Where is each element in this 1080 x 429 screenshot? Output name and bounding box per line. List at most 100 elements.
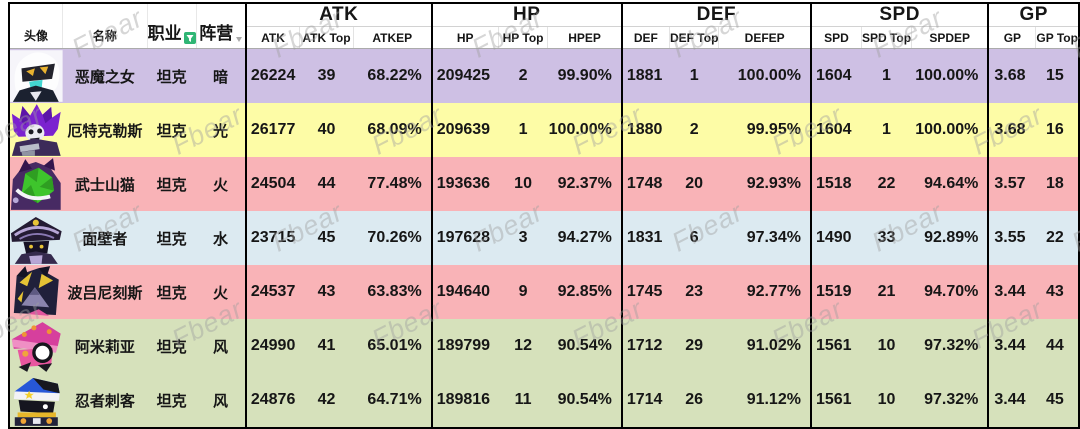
atk-top-value: 41 <box>317 337 336 354</box>
def-top-value: 6 <box>689 229 699 246</box>
col-header-def-top: DEF Top <box>668 26 719 49</box>
gp-value: 3.57 <box>987 157 1036 211</box>
hp-value: 209425 <box>430 48 499 103</box>
job-value: 坦克 <box>156 122 187 140</box>
group-header-def: DEF <box>620 3 811 27</box>
atkep-value: 70.26% <box>367 229 422 246</box>
atk-value: 26224 <box>244 48 300 103</box>
stats-table-wrap: 头像 名称 职业 阵营 ATK HP DEF SPD GP ATK ATK To… <box>8 2 1080 429</box>
faction-value: 火 <box>212 284 228 302</box>
atkep-value: 68.09% <box>367 121 422 138</box>
hp-top-value: 10 <box>514 175 532 192</box>
atkep-value: 63.83% <box>367 283 422 300</box>
atk-value: 23715 <box>244 211 300 265</box>
table-body: 恶魔之女 坦克 暗 26224 39 68.22% 209425 2 99.90… <box>9 48 1079 428</box>
faction-value: 风 <box>212 338 228 356</box>
gp-top-value: 16 <box>1046 121 1064 138</box>
table-row: 恶魔之女 坦克 暗 26224 39 68.22% 209425 2 99.90… <box>9 48 1079 104</box>
col-header-avatar-label: 头像 <box>24 29 49 43</box>
col-header-atk-value: ATK <box>244 26 300 49</box>
gp-value: 3.55 <box>987 211 1036 265</box>
col-header-job-label: 职业 <box>147 24 182 43</box>
col-header-gp-top: GP Top <box>1035 26 1079 49</box>
faction-value: 暗 <box>212 68 228 86</box>
spdep-value: 97.32% <box>924 391 979 408</box>
hp-top-value: 12 <box>514 337 532 354</box>
spdep-value: 94.64% <box>924 175 979 192</box>
avatar-cell <box>9 319 63 373</box>
col-header-spdep: SPDEP <box>911 26 989 49</box>
table-row: 阿米莉亚 坦克 风 24990 41 65.01% 189799 12 90.5… <box>9 319 1079 373</box>
def-value: 1714 <box>620 373 670 428</box>
faction-value: 火 <box>212 176 228 194</box>
hp-value: 194640 <box>430 265 499 319</box>
col-header-avatar: 头像 <box>8 3 63 49</box>
avatar <box>10 211 63 265</box>
def-top-value: 1 <box>689 67 699 84</box>
def-top-value: 23 <box>685 283 704 300</box>
def-value: 1745 <box>620 265 670 319</box>
character-name: 阿米莉亚 <box>74 338 135 356</box>
spd-top-value: 1 <box>882 67 891 84</box>
avatar <box>10 319 63 373</box>
atk-top-value: 39 <box>317 67 336 84</box>
hp-value: 193636 <box>430 157 499 211</box>
spd-top-value: 10 <box>877 391 896 408</box>
col-header-hp-top: HP Top <box>497 26 548 49</box>
hp-top-value: 11 <box>514 391 532 408</box>
character-name: 波吕尼刻斯 <box>67 284 143 302</box>
spdep-value: 100.00% <box>915 121 979 138</box>
col-header-spd-value: SPD <box>809 26 862 49</box>
hpep-value: 92.37% <box>557 175 612 192</box>
atkep-value: 68.22% <box>367 67 422 84</box>
job-value: 坦克 <box>156 176 187 194</box>
def-top-value: 29 <box>685 337 704 354</box>
def-value: 1712 <box>620 319 670 373</box>
spdep-value: 97.32% <box>924 337 979 354</box>
character-name: 武士山猫 <box>74 176 135 194</box>
spd-top-value: 33 <box>877 229 896 246</box>
hp-top-value: 3 <box>518 229 528 246</box>
gp-top-value: 22 <box>1046 229 1064 246</box>
gp-top-value: 44 <box>1046 337 1064 354</box>
atk-top-value: 42 <box>317 391 336 408</box>
hp-top-value: 1 <box>518 121 528 138</box>
atk-value: 24504 <box>244 157 300 211</box>
dropdown-marker-icon[interactable] <box>236 37 243 42</box>
gp-value: 3.44 <box>987 319 1036 373</box>
character-stats-table: 头像 名称 职业 阵营 ATK HP DEF SPD GP ATK ATK To… <box>8 2 1080 429</box>
job-value: 坦克 <box>156 392 187 410</box>
avatar <box>10 265 63 319</box>
table-row: 波吕尼刻斯 坦克 火 24537 43 63.83% 194640 9 92.8… <box>9 265 1079 319</box>
col-header-faction: 阵营 <box>195 3 246 49</box>
spd-value: 1604 <box>809 103 862 157</box>
col-header-name-label: 名称 <box>92 29 117 43</box>
character-name: 面壁者 <box>82 230 128 248</box>
def-value: 1880 <box>620 103 670 157</box>
def-top-value: 2 <box>689 121 699 138</box>
table-row: 武士山猫 坦克 火 24504 44 77.48% 193636 10 92.3… <box>9 157 1079 211</box>
def-value: 1748 <box>620 157 670 211</box>
avatar-cell <box>9 157 63 211</box>
spdep-value: 92.89% <box>924 229 979 246</box>
hp-top-value: 2 <box>518 67 528 84</box>
spd-value: 1561 <box>809 319 862 373</box>
avatar-cell <box>9 103 63 157</box>
group-header-spd: SPD <box>809 3 989 27</box>
spd-value: 1490 <box>809 211 862 265</box>
def-top-value: 20 <box>685 175 704 192</box>
avatar-cell <box>9 49 63 104</box>
spdep-value: 94.70% <box>924 283 979 300</box>
spd-top-value: 10 <box>877 337 896 354</box>
job-value: 坦克 <box>156 284 187 302</box>
spd-top-value: 22 <box>877 175 896 192</box>
gp-top-value: 15 <box>1046 67 1064 84</box>
atk-top-value: 40 <box>317 121 336 138</box>
defep-value: 91.02% <box>746 337 801 354</box>
col-header-spd-top: SPD Top <box>860 26 912 49</box>
table-filter-icon[interactable] <box>183 32 196 44</box>
col-header-faction-label: 阵营 <box>199 24 234 43</box>
gp-value: 3.68 <box>987 103 1036 157</box>
character-name: 厄特克勒斯 <box>67 122 143 140</box>
avatar <box>10 49 63 103</box>
